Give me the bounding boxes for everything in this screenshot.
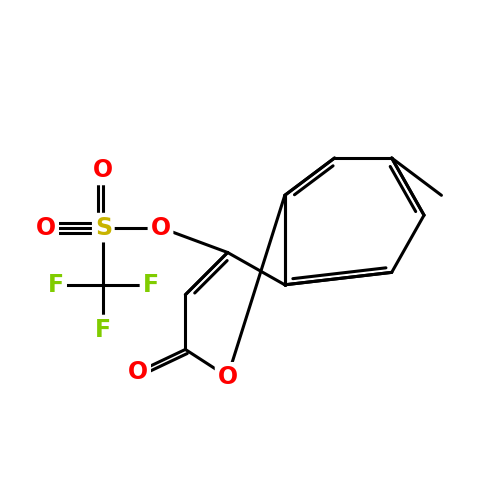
Text: F: F <box>96 318 112 342</box>
Text: O: O <box>94 158 114 182</box>
Text: O: O <box>36 216 56 240</box>
Text: O: O <box>150 216 171 240</box>
Text: O: O <box>128 360 148 384</box>
Text: S: S <box>95 216 112 240</box>
Text: F: F <box>48 273 64 297</box>
Text: O: O <box>218 365 238 389</box>
Text: F: F <box>142 273 158 297</box>
